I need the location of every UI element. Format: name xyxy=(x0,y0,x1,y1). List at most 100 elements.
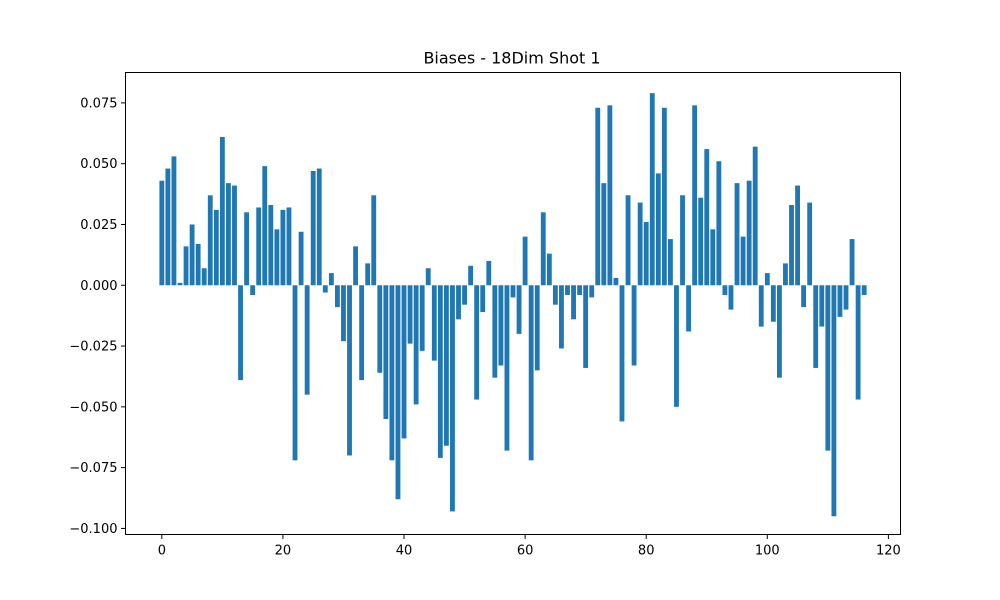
bar-4 xyxy=(183,246,189,286)
bar-2 xyxy=(171,156,177,286)
bar-85 xyxy=(674,285,679,407)
plot-frame xyxy=(125,72,901,535)
bar-75 xyxy=(613,277,619,286)
bar-113 xyxy=(843,285,849,310)
bar-81 xyxy=(649,93,655,286)
bar-95 xyxy=(734,183,740,286)
bar-115 xyxy=(855,285,861,400)
bar-32 xyxy=(353,246,358,286)
bar-29 xyxy=(334,285,340,308)
x-tick-label: 100 xyxy=(755,544,780,559)
y-tick-label: −0.075 xyxy=(69,461,117,476)
bar-48 xyxy=(450,285,455,512)
bar-46 xyxy=(437,285,443,458)
y-tick-label: 0.050 xyxy=(80,157,117,172)
bar-99 xyxy=(758,285,764,327)
bar-35 xyxy=(371,195,377,286)
y-tick-label: −0.100 xyxy=(69,522,117,537)
bar-41 xyxy=(407,285,413,344)
bar-110 xyxy=(825,285,831,451)
bar-62 xyxy=(534,285,540,371)
bar-30 xyxy=(341,285,346,342)
bar-88 xyxy=(692,105,698,286)
x-tick-label: 120 xyxy=(876,544,901,559)
bar-13 xyxy=(238,285,243,381)
bar-47 xyxy=(443,285,449,446)
bar-72 xyxy=(595,107,601,286)
bar-98 xyxy=(752,146,758,286)
bar-18 xyxy=(268,205,274,286)
bar-59 xyxy=(516,285,522,334)
bar-66 xyxy=(559,285,564,349)
bar-111 xyxy=(831,285,837,517)
y-tick-label: −0.050 xyxy=(69,400,117,415)
bar-86 xyxy=(680,195,685,286)
y-axis-ticks: −0.100 −0.075 −0.050 −0.025 0.000 0.025 0.050 0… xyxy=(69,96,126,537)
bar-90 xyxy=(704,149,710,286)
bar-40 xyxy=(401,285,407,439)
bar-44 xyxy=(425,268,431,286)
bar-82 xyxy=(655,173,661,286)
bar-14 xyxy=(244,212,250,286)
bar-20 xyxy=(280,209,286,286)
bar-27 xyxy=(322,285,328,293)
bar-52 xyxy=(474,285,480,400)
bar-107 xyxy=(807,202,813,286)
bar-33 xyxy=(359,285,365,381)
x-tick-label: 20 xyxy=(275,544,292,559)
bar-83 xyxy=(661,107,667,286)
bar-8 xyxy=(207,195,213,286)
bar-77 xyxy=(625,195,631,286)
bar-25 xyxy=(310,170,316,286)
bar-45 xyxy=(431,285,437,361)
bar-9 xyxy=(213,209,219,286)
bar-84 xyxy=(668,239,673,286)
x-tick-label: 80 xyxy=(638,544,655,559)
bar-28 xyxy=(328,273,334,286)
bar-15 xyxy=(250,285,256,295)
bar-68 xyxy=(571,285,576,320)
bar-19 xyxy=(274,229,280,286)
bar-1 xyxy=(165,168,171,286)
bar-94 xyxy=(728,285,734,310)
bar-36 xyxy=(377,285,383,373)
bar-57 xyxy=(504,285,510,451)
bar-93 xyxy=(722,285,728,295)
bar-96 xyxy=(740,236,746,286)
bar-109 xyxy=(819,285,825,327)
bar-100 xyxy=(764,273,770,286)
y-tick-label: 0.075 xyxy=(80,96,117,111)
bar-108 xyxy=(813,285,819,368)
bar-34 xyxy=(365,263,371,286)
bar-87 xyxy=(686,285,691,332)
bar-80 xyxy=(643,222,649,286)
x-axis-ticks: 0 20 40 60 80 100 120 xyxy=(158,534,901,559)
bar-42 xyxy=(413,285,419,405)
y-tick-label: 0.000 xyxy=(80,279,117,294)
bar-7 xyxy=(201,268,207,286)
bar-23 xyxy=(298,231,304,286)
bar-102 xyxy=(776,285,782,378)
bar-56 xyxy=(498,285,504,366)
bar-91 xyxy=(710,229,716,286)
bar-92 xyxy=(716,161,722,286)
bar-55 xyxy=(492,285,498,378)
bar-105 xyxy=(795,185,800,286)
bar-16 xyxy=(256,207,262,286)
bar-104 xyxy=(789,205,794,286)
bar-73 xyxy=(601,183,607,286)
bar-64 xyxy=(546,253,552,286)
bar-53 xyxy=(480,285,486,313)
bars-group xyxy=(159,93,867,517)
bar-31 xyxy=(347,285,352,456)
bar-0 xyxy=(159,180,165,286)
bar-24 xyxy=(304,285,310,395)
bar-69 xyxy=(577,285,583,295)
bar-106 xyxy=(801,285,807,308)
bar-78 xyxy=(631,285,637,366)
x-tick-label: 0 xyxy=(158,544,166,559)
bar-71 xyxy=(589,285,595,298)
bar-114 xyxy=(849,239,855,286)
bar-11 xyxy=(226,183,231,286)
